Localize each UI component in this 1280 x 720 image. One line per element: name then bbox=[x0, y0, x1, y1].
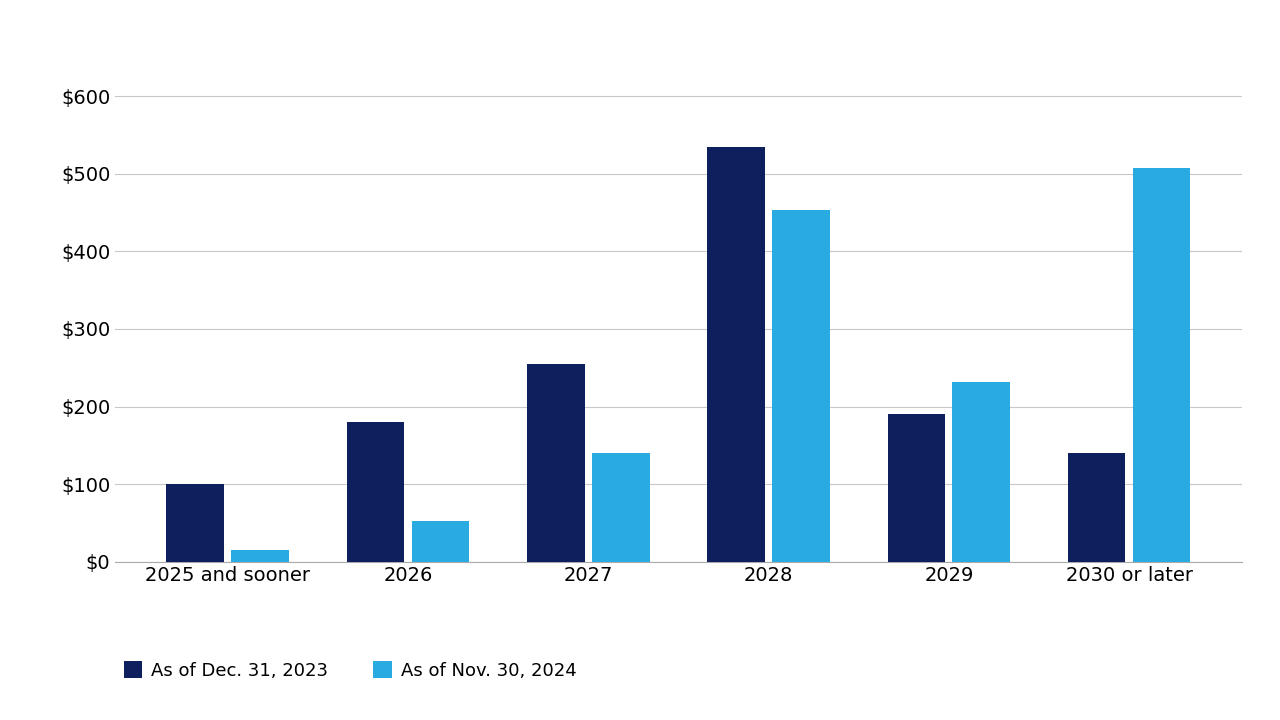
Bar bbox=[1068, 453, 1125, 562]
Bar bbox=[232, 550, 289, 562]
Bar bbox=[772, 210, 829, 562]
Bar bbox=[527, 364, 585, 562]
Bar bbox=[952, 382, 1010, 562]
Bar bbox=[412, 521, 470, 562]
Legend: As of Dec. 31, 2023, As of Nov. 30, 2024: As of Dec. 31, 2023, As of Nov. 30, 2024 bbox=[124, 662, 576, 680]
Bar bbox=[1133, 168, 1190, 562]
Bar bbox=[708, 147, 765, 562]
Bar bbox=[166, 484, 224, 562]
Bar bbox=[347, 422, 404, 562]
Bar bbox=[591, 453, 649, 562]
Bar bbox=[887, 414, 945, 562]
